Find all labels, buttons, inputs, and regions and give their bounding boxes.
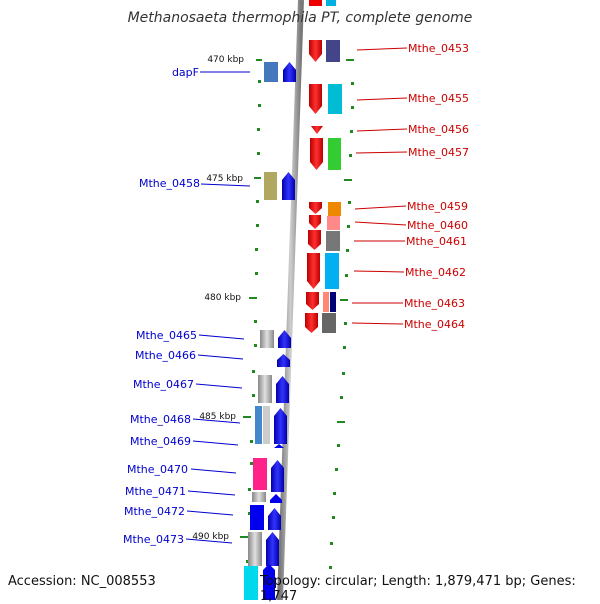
- gene-label-mthe-0457: Mthe_0457: [408, 146, 469, 159]
- gene-label-mthe-0458: Mthe_0458: [139, 177, 200, 190]
- tick-label: 470 kbp: [207, 55, 244, 65]
- gene-label-mthe-0470: Mthe_0470: [127, 463, 188, 476]
- tick-labels: 470 kbp 475 kbp 480 kbp 485 kbp 490 kbp: [192, 55, 244, 542]
- gene-label-mthe-0463: Mthe_0463: [404, 297, 465, 310]
- tick-label: 480 kbp: [204, 293, 241, 303]
- gene-label-mthe-0473: Mthe_0473: [123, 533, 184, 546]
- left-tick-track: [246, 80, 261, 563]
- gene-label-mthe-0461: Mthe_0461: [406, 235, 467, 248]
- gene-label-mthe-0462: Mthe_0462: [405, 266, 466, 279]
- gene-label-mthe-0455: Mthe_0455: [408, 92, 469, 105]
- gene-label-dapf: dapF: [172, 66, 199, 79]
- tick-label: 490 kbp: [192, 532, 229, 542]
- gene-label-mthe-0466: Mthe_0466: [135, 349, 196, 362]
- gene-label-mthe-0469: Mthe_0469: [130, 435, 191, 448]
- plus-label-lines: [185, 71, 251, 544]
- accession-text: Accession: NC_008553: [8, 574, 156, 589]
- right-tick-track: [329, 82, 354, 569]
- backbone: [277, 0, 304, 600]
- tick-label: 475 kbp: [206, 174, 243, 184]
- gene-label-mthe-0459: Mthe_0459: [407, 200, 468, 213]
- gene-label-mthe-0453: Mthe_0453: [408, 42, 469, 55]
- gene-label-mthe-0464: Mthe_0464: [404, 318, 465, 331]
- gene-label-mthe-0460: Mthe_0460: [407, 219, 468, 232]
- gene-label-mthe-0456: Mthe_0456: [408, 123, 469, 136]
- minus-label-lines: [351, 47, 408, 325]
- gene-label-mthe-0465: Mthe_0465: [136, 329, 197, 342]
- tick-label: 485 kbp: [199, 412, 236, 422]
- gene-label-mthe-0468: Mthe_0468: [130, 413, 191, 426]
- plus-gene-labels: dapF Mthe_0458 Mthe_0465 Mthe_0466 Mthe_…: [123, 66, 200, 546]
- gene-label-mthe-0472: Mthe_0472: [124, 505, 185, 518]
- gene-label-mthe-0471: Mthe_0471: [125, 485, 186, 498]
- plus-strand-genes: [244, 62, 296, 600]
- map-title: Methanosaeta thermophila PT, complete ge…: [127, 10, 473, 26]
- minus-strand-genes: [305, 0, 342, 333]
- major-ticks: [240, 59, 354, 538]
- gene-label-mthe-0467: Mthe_0467: [133, 378, 194, 391]
- minus-gene-labels: Mthe_0453 Mthe_0455 Mthe_0456 Mthe_0457 …: [404, 42, 469, 331]
